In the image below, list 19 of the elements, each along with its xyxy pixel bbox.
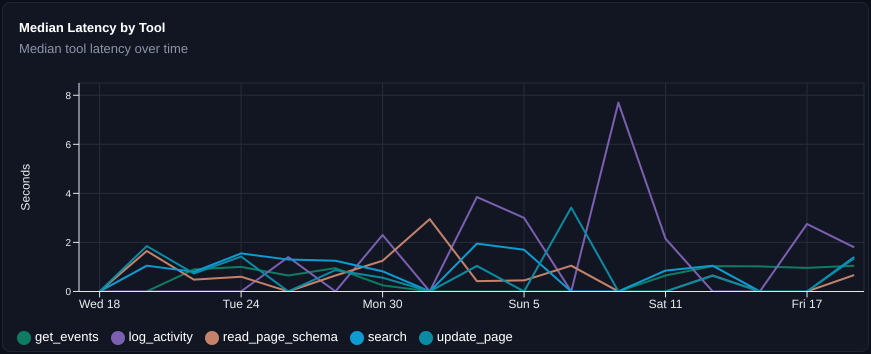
legend-label: read_page_schema xyxy=(222,329,338,344)
y-tick-label: 8 xyxy=(65,90,72,102)
y-tick-label: 2 xyxy=(65,238,72,249)
y-tick-label: 4 xyxy=(65,188,72,200)
x-tick-label: Wed 18 xyxy=(79,296,121,311)
x-tick-label: Mon 30 xyxy=(362,296,403,311)
y-axis-title: Seconds xyxy=(18,164,32,211)
y-tick-label: 0 xyxy=(65,286,72,298)
chart-subtitle: Median tool latency over time xyxy=(19,41,188,56)
x-tick-label: Fri 17 xyxy=(792,296,823,311)
legend-label: get_events xyxy=(35,329,99,344)
x-tick-label: Tue 24 xyxy=(222,296,260,311)
y-tick-label: 6 xyxy=(65,140,72,151)
x-tick-label: Sat 11 xyxy=(648,296,683,311)
legend-label: search xyxy=(368,329,407,344)
legend-label: update_page xyxy=(436,329,513,344)
chart-title: Median Latency by Tool xyxy=(19,20,166,35)
legend-label: log_activity xyxy=(128,329,193,344)
x-tick-label: Sun 5 xyxy=(508,296,540,311)
